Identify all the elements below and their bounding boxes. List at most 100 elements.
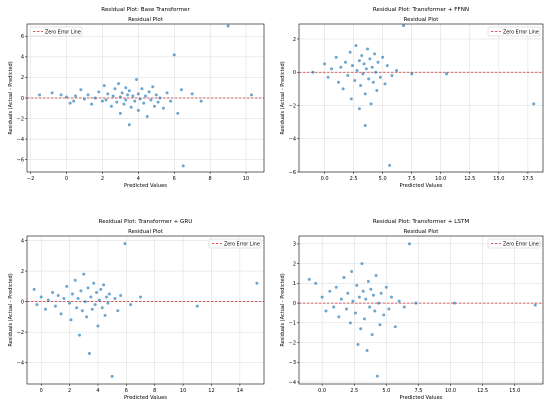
data-point	[78, 333, 82, 337]
data-point	[368, 57, 372, 61]
x-axis-label: Predicted Values	[124, 183, 167, 189]
legend: Zero Error Line	[487, 238, 541, 249]
x-tick-label: 12.5	[464, 176, 475, 182]
data-point	[342, 275, 346, 279]
y-tick-label: 3	[293, 242, 296, 248]
data-point	[53, 304, 57, 308]
data-point	[65, 95, 68, 99]
data-point	[373, 52, 377, 56]
data-point	[389, 295, 393, 299]
data-point	[371, 80, 375, 84]
data-point	[353, 79, 357, 83]
data-point	[374, 70, 378, 74]
x-tick-label: 2.5	[350, 176, 358, 182]
data-point	[365, 348, 369, 352]
data-point	[199, 99, 203, 103]
y-axis-label: Residuals (Actual - Predicted)	[280, 61, 286, 134]
data-point	[139, 295, 143, 299]
legend-label: Zero Error Line	[503, 241, 539, 247]
data-point	[402, 305, 406, 309]
data-point	[369, 287, 373, 291]
y-tick-label: 0	[293, 301, 296, 307]
data-point	[106, 301, 110, 305]
y-tick-label: 2	[21, 75, 24, 81]
data-point	[70, 292, 74, 296]
data-point	[82, 272, 86, 276]
data-point	[51, 290, 55, 294]
data-point	[140, 87, 144, 91]
data-point	[324, 309, 328, 313]
x-tick-label: 15.0	[493, 176, 504, 182]
data-point	[176, 111, 180, 115]
x-tick-label: 10.0	[435, 176, 446, 182]
y-tick-label: −4	[289, 380, 296, 386]
chart-title: Residual Plot	[404, 229, 439, 235]
data-point	[350, 64, 354, 68]
x-tick-label: 5.0	[379, 176, 387, 182]
data-point	[383, 82, 387, 86]
data-point	[376, 60, 380, 64]
data-point	[354, 44, 358, 48]
data-point	[127, 123, 131, 127]
data-point	[348, 321, 352, 325]
legend-label: Zero Error Line	[45, 29, 81, 35]
data-point	[100, 99, 104, 103]
y-tick-label: −2	[17, 330, 24, 336]
data-point	[374, 273, 378, 277]
data-point	[96, 324, 100, 328]
data-point	[68, 301, 72, 305]
data-point	[384, 285, 388, 289]
data-point	[151, 85, 155, 89]
data-point	[73, 94, 77, 98]
data-point	[343, 60, 347, 64]
legend-label: Zero Error Line	[224, 241, 260, 247]
data-point	[73, 278, 77, 282]
data-point	[118, 95, 122, 99]
x-tick-label: 17.5	[522, 176, 533, 182]
data-point	[59, 93, 63, 97]
chart-suptitle: Residual Plot: Transformer + LSTM	[373, 219, 469, 225]
chart-suptitle: Residual Plot: Transformer + FFNN	[373, 7, 469, 13]
data-point	[126, 93, 130, 97]
data-point	[69, 318, 73, 322]
x-tick-label: 0.0	[321, 176, 329, 182]
data-point	[356, 343, 360, 347]
y-tick-label: 0	[293, 70, 296, 76]
data-point	[190, 92, 194, 96]
legend-box	[208, 238, 262, 249]
data-point	[346, 74, 350, 78]
data-point	[375, 89, 379, 93]
data-point	[359, 84, 363, 88]
data-point	[93, 303, 97, 307]
data-point	[154, 93, 158, 97]
data-point	[369, 102, 373, 106]
x-tick-label: 12.5	[477, 388, 488, 394]
data-point	[361, 72, 365, 76]
data-point	[39, 295, 43, 299]
data-point	[38, 93, 42, 97]
data-point	[131, 94, 135, 98]
x-tick-label: 6	[125, 388, 128, 394]
data-point	[117, 82, 121, 86]
data-point	[97, 298, 101, 302]
data-point	[366, 279, 370, 283]
data-point	[378, 75, 382, 79]
data-point	[359, 327, 363, 331]
plot-frame	[26, 235, 265, 385]
data-point	[161, 106, 165, 110]
data-point	[195, 304, 199, 308]
data-point	[103, 313, 107, 317]
x-tick-label: 15.0	[509, 388, 520, 394]
y-tick-label: −3	[289, 360, 296, 366]
data-point	[144, 94, 147, 98]
data-point	[46, 298, 50, 302]
y-tick-label: −6	[289, 170, 296, 176]
data-point	[357, 295, 361, 299]
data-point	[86, 93, 90, 97]
data-point	[92, 281, 96, 285]
data-point	[382, 313, 386, 317]
data-point	[339, 297, 343, 301]
data-point	[334, 55, 338, 59]
x-tick-label: 0	[65, 176, 68, 182]
